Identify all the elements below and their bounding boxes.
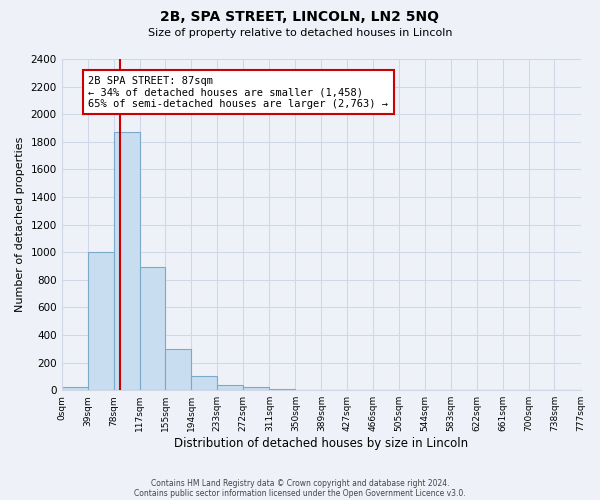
Bar <box>191 376 217 390</box>
Text: Contains HM Land Registry data © Crown copyright and database right 2024.: Contains HM Land Registry data © Crown c… <box>151 478 449 488</box>
Bar <box>269 389 295 390</box>
Text: Size of property relative to detached houses in Lincoln: Size of property relative to detached ho… <box>148 28 452 38</box>
Bar <box>62 388 88 390</box>
Bar <box>140 268 165 390</box>
Bar <box>243 388 269 390</box>
Bar <box>165 349 191 390</box>
Text: 2B, SPA STREET, LINCOLN, LN2 5NQ: 2B, SPA STREET, LINCOLN, LN2 5NQ <box>161 10 439 24</box>
X-axis label: Distribution of detached houses by size in Lincoln: Distribution of detached houses by size … <box>174 437 468 450</box>
Text: Contains public sector information licensed under the Open Government Licence v3: Contains public sector information licen… <box>134 488 466 498</box>
Bar <box>217 384 243 390</box>
Bar <box>88 252 114 390</box>
Y-axis label: Number of detached properties: Number of detached properties <box>15 137 25 312</box>
Bar <box>114 132 140 390</box>
Text: 2B SPA STREET: 87sqm
← 34% of detached houses are smaller (1,458)
65% of semi-de: 2B SPA STREET: 87sqm ← 34% of detached h… <box>88 76 388 109</box>
